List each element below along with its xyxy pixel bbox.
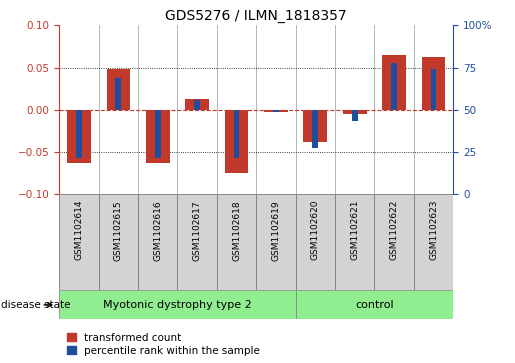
Text: GSM1102623: GSM1102623 xyxy=(429,200,438,261)
Text: GSM1102618: GSM1102618 xyxy=(232,200,241,261)
Bar xyxy=(225,110,248,173)
Text: GSM1102614: GSM1102614 xyxy=(75,200,83,261)
Bar xyxy=(352,110,357,121)
Text: disease state: disease state xyxy=(1,300,70,310)
Title: GDS5276 / ILMN_1818357: GDS5276 / ILMN_1818357 xyxy=(165,9,347,23)
Bar xyxy=(343,110,367,114)
FancyBboxPatch shape xyxy=(138,194,177,290)
Text: control: control xyxy=(355,300,393,310)
Text: GSM1102621: GSM1102621 xyxy=(350,200,359,261)
Bar xyxy=(155,110,161,158)
Bar xyxy=(303,110,327,142)
FancyBboxPatch shape xyxy=(99,194,138,290)
Text: GSM1102616: GSM1102616 xyxy=(153,200,162,261)
Bar xyxy=(76,110,82,158)
Bar xyxy=(59,290,296,319)
FancyBboxPatch shape xyxy=(59,194,99,290)
Bar xyxy=(264,110,288,112)
FancyBboxPatch shape xyxy=(296,194,335,290)
FancyBboxPatch shape xyxy=(217,194,256,290)
Text: GSM1102622: GSM1102622 xyxy=(390,200,399,260)
Legend: transformed count, percentile rank within the sample: transformed count, percentile rank withi… xyxy=(64,330,262,358)
FancyBboxPatch shape xyxy=(414,194,453,290)
Bar xyxy=(115,78,121,110)
Bar xyxy=(422,57,445,110)
FancyBboxPatch shape xyxy=(374,194,414,290)
Bar xyxy=(431,69,436,110)
FancyBboxPatch shape xyxy=(256,194,296,290)
Bar xyxy=(107,69,130,110)
Text: Myotonic dystrophy type 2: Myotonic dystrophy type 2 xyxy=(103,300,252,310)
FancyBboxPatch shape xyxy=(177,194,217,290)
Bar xyxy=(185,99,209,110)
Bar xyxy=(313,110,318,148)
Text: GSM1102619: GSM1102619 xyxy=(271,200,280,261)
Bar xyxy=(194,100,200,110)
FancyBboxPatch shape xyxy=(335,194,374,290)
Bar xyxy=(67,110,91,163)
Bar xyxy=(391,64,397,110)
Bar xyxy=(273,110,279,112)
Bar xyxy=(296,290,453,319)
Bar xyxy=(234,110,239,158)
Text: GSM1102620: GSM1102620 xyxy=(311,200,320,261)
Bar xyxy=(146,110,169,163)
Text: GSM1102615: GSM1102615 xyxy=(114,200,123,261)
Bar xyxy=(382,55,406,110)
Text: GSM1102617: GSM1102617 xyxy=(193,200,201,261)
